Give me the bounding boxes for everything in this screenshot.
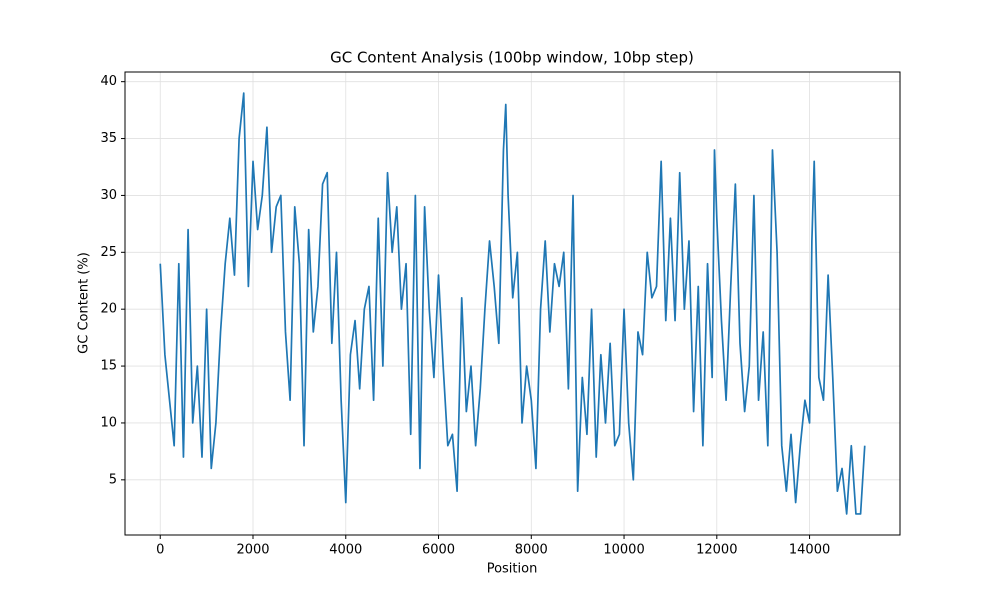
x-tick-label: 8000 [515, 543, 548, 558]
y-axis-label: GC Content (%) [77, 252, 92, 354]
y-tick-label: 35 [100, 131, 117, 146]
y-tick-label: 5 [109, 472, 117, 487]
y-tick-label: 10 [100, 415, 117, 430]
x-tick-label: 10000 [603, 543, 644, 558]
x-tick-label: 6000 [422, 543, 455, 558]
x-tick-label: 12000 [696, 543, 737, 558]
data-line [159, 92, 866, 515]
plot-frame [124, 71, 901, 536]
x-axis-label: Position [487, 562, 538, 577]
y-tick-label: 20 [100, 302, 117, 317]
x-tick-label: 2000 [236, 543, 269, 558]
chart-title: GC Content Analysis (100bp window, 10bp … [330, 49, 694, 67]
y-tick-label: 30 [100, 188, 117, 203]
x-tick-label: 0 [156, 543, 164, 558]
y-tick-label: 25 [100, 245, 117, 260]
y-tick-label: 15 [100, 359, 117, 374]
x-tick-label: 14000 [789, 543, 830, 558]
y-tick-label: 40 [100, 74, 117, 89]
x-tick-label: 4000 [329, 543, 362, 558]
